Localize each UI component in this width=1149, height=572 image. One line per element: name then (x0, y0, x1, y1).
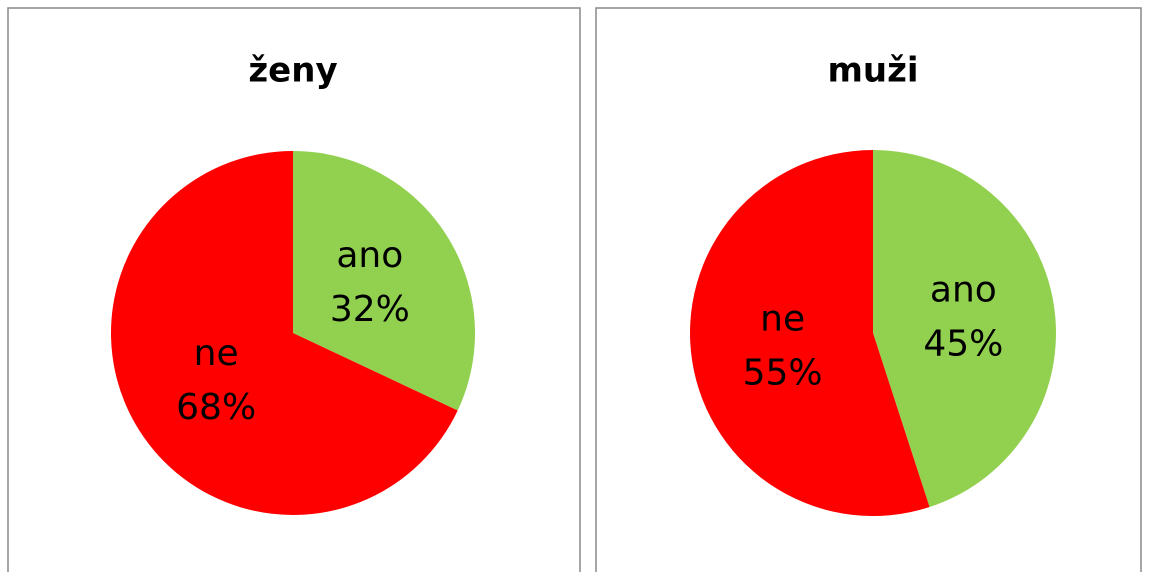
chart-title: ženy (248, 51, 337, 91)
pie-slice (873, 150, 1056, 508)
panel-border (7, 7, 581, 572)
slice-category: ano (336, 235, 403, 276)
chart-title: muži (827, 51, 918, 91)
panel-border (595, 7, 1142, 572)
slice-category: ne (760, 298, 805, 339)
slice-category: ano (930, 270, 997, 311)
pie-slice (111, 151, 458, 515)
slice-category: ne (194, 333, 239, 374)
pie-slice (293, 151, 475, 411)
slice-value-label: 45% (923, 324, 1003, 365)
slice-value-label: 55% (743, 352, 823, 393)
slice-value-label: 68% (176, 387, 256, 428)
pie-slice (689, 150, 930, 516)
slice-value-label: 32% (330, 289, 410, 330)
